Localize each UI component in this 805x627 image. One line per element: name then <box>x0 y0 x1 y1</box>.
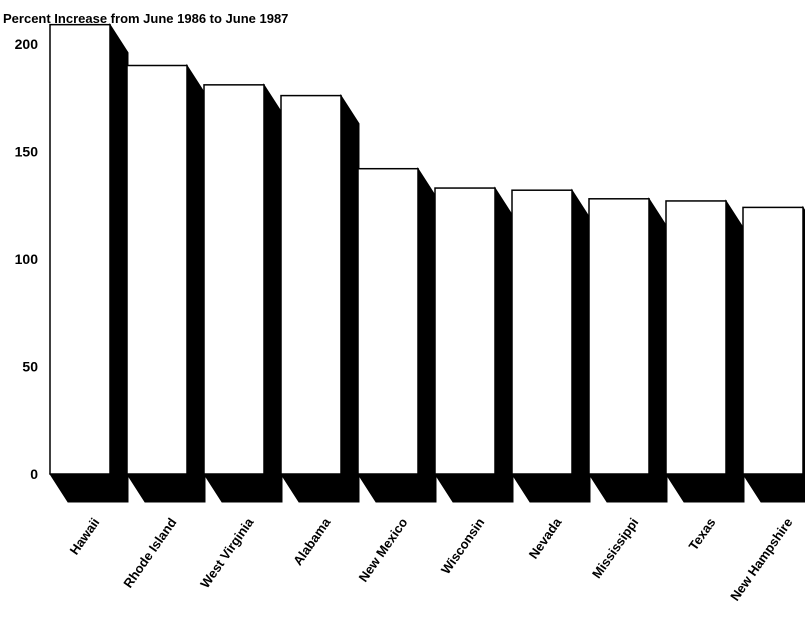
x-tick-label: New Hampshire <box>727 515 795 604</box>
x-tick-label: Rhode Island <box>120 515 179 591</box>
x-tick-label: New Mexico <box>355 515 410 585</box>
x-tick-label: Wisconsin <box>438 515 488 577</box>
bar-group <box>588 197 668 503</box>
bar <box>357 167 419 475</box>
bar <box>511 189 573 475</box>
y-tick-label: 150 <box>15 144 39 160</box>
x-tick-label: Texas <box>686 515 719 553</box>
x-tick-label: Mississippi <box>589 515 641 581</box>
bar <box>126 64 188 475</box>
bar-group <box>665 199 745 503</box>
bar <box>203 84 265 475</box>
bar <box>742 206 804 475</box>
chart-title: Percent Increase from June 1986 to June … <box>3 11 288 26</box>
y-tick-label: 0 <box>30 466 38 482</box>
bar-group <box>49 22 129 503</box>
bar-group <box>126 63 206 503</box>
bars <box>49 22 805 503</box>
y-tick-label: 50 <box>22 359 38 375</box>
y-tick-label: 200 <box>15 36 39 52</box>
bar <box>588 198 650 475</box>
y-axis: 0 50 100 150 200 <box>15 36 39 482</box>
bar-group <box>742 205 805 503</box>
bar-group <box>511 188 591 503</box>
x-tick-label: Alabama <box>290 514 334 568</box>
bar <box>434 187 496 475</box>
x-tick-label: West Virginia <box>197 514 257 590</box>
bar-group <box>280 93 360 503</box>
bar <box>665 200 727 475</box>
bar-group <box>434 186 514 503</box>
y-tick-label: 100 <box>15 251 39 267</box>
x-tick-label: Hawaii <box>67 515 103 557</box>
x-axis: Hawaii Rhode Island West Virginia Alabama Ne… <box>67 514 796 603</box>
bar-group <box>357 166 437 503</box>
bar-group <box>203 83 283 503</box>
x-tick-label: Nevada <box>526 514 565 561</box>
bar <box>280 94 342 475</box>
bar <box>49 23 111 475</box>
